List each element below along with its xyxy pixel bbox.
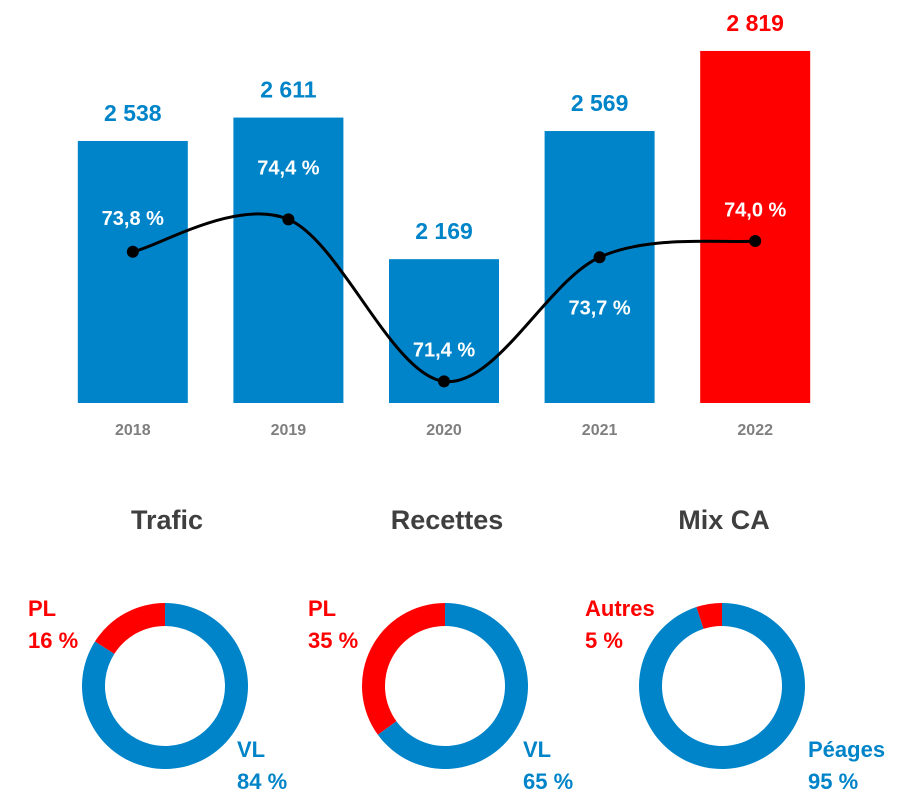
donut-title: Recettes (391, 505, 504, 535)
line-value-label: 74,4 % (257, 158, 319, 180)
x-tick-label: 2018 (115, 422, 151, 439)
bar-value-label: 2 169 (415, 218, 473, 244)
donut-value-label: 65 % (523, 769, 573, 793)
donut-category-label: PL (308, 596, 336, 621)
line-point (126, 245, 139, 258)
line-point (749, 235, 762, 247)
line-value-label: 73,8 % (102, 208, 164, 230)
donut-title: Mix CA (678, 505, 770, 535)
bar (77, 140, 188, 403)
line-point (593, 251, 606, 264)
donut-value-label: 35 % (308, 628, 358, 653)
donut-value-label: 84 % (237, 769, 287, 793)
donut-title: Trafic (131, 505, 203, 535)
bar-value-label: 2 819 (726, 10, 784, 36)
bar-value-label: 2 569 (571, 90, 629, 116)
bar (233, 117, 344, 403)
donut-category-label: Péages (808, 737, 885, 762)
bar (544, 131, 655, 403)
donut-category-label: VL (523, 737, 551, 762)
donut-segment (638, 603, 805, 769)
donut-segment (362, 603, 445, 735)
donut-category-label: Autres (585, 596, 655, 621)
x-tick-label: 2019 (271, 422, 307, 439)
donut-value-label: 16 % (28, 628, 78, 653)
x-tick-label: 2020 (426, 422, 462, 439)
donut-category-label: PL (28, 596, 56, 621)
bar-value-label: 2 538 (104, 100, 162, 126)
donut-segment (377, 603, 528, 769)
bar (700, 50, 811, 404)
donut-value-label: 5 % (585, 628, 623, 653)
donut-segment (94, 603, 165, 654)
line-value-label: 73,7 % (568, 297, 630, 319)
line-point (282, 213, 295, 226)
donut-value-label: 95 % (808, 769, 858, 793)
x-tick-label: 2021 (582, 422, 618, 439)
bar-value-label: 2 611 (260, 77, 316, 103)
donut-segment (696, 603, 722, 629)
x-tick-label: 2022 (737, 422, 773, 439)
line-point (438, 375, 450, 388)
line-value-label: 74,0 % (724, 199, 786, 221)
line-value-label: 71,4 % (413, 340, 475, 362)
donut-category-label: VL (237, 737, 265, 762)
